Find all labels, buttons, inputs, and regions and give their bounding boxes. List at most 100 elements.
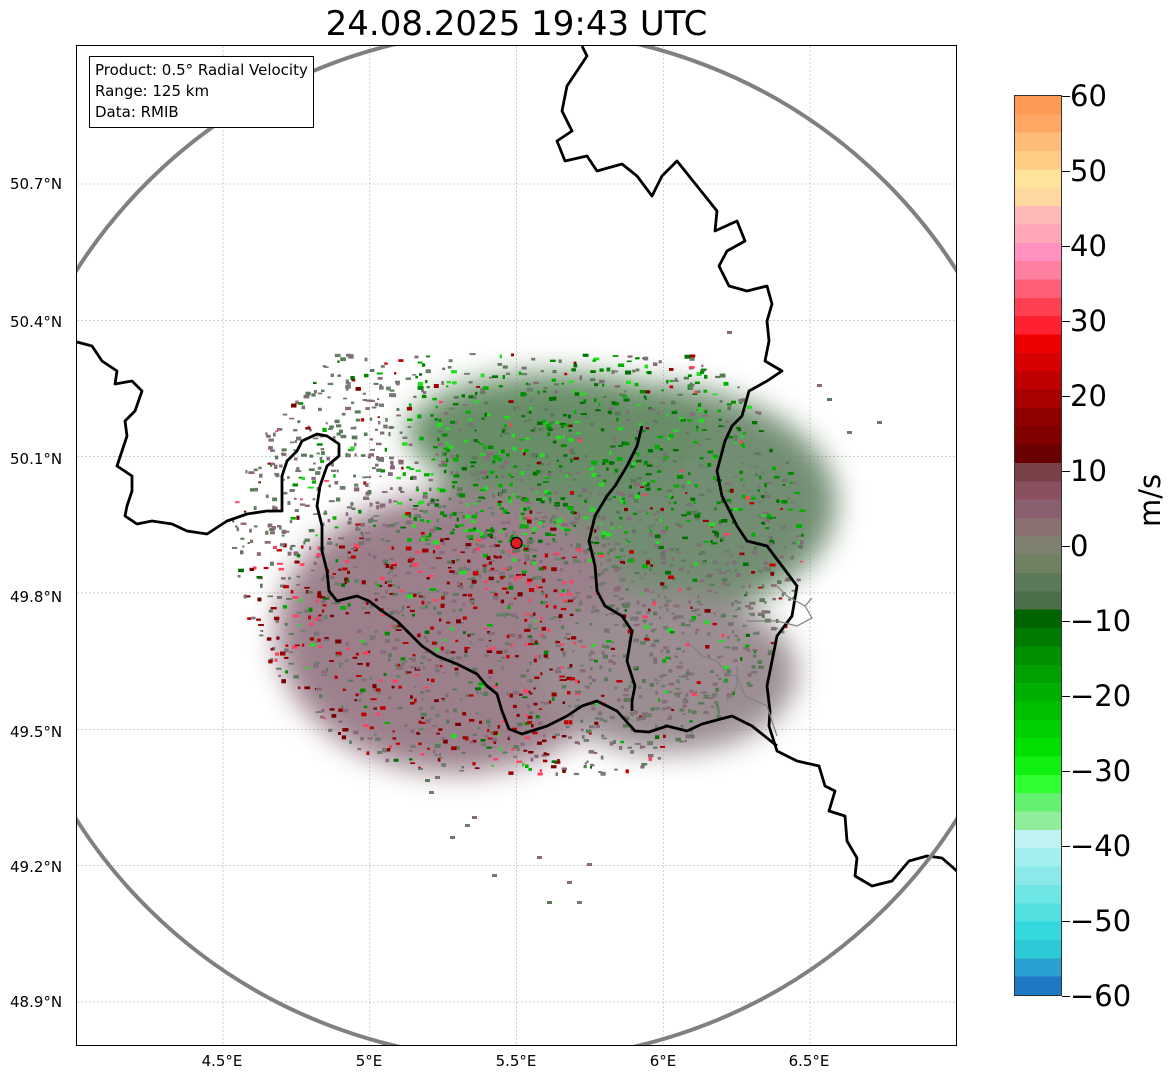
echo-cell bbox=[283, 585, 289, 589]
echo-cell bbox=[689, 366, 695, 369]
echo-cell bbox=[520, 516, 523, 521]
echo-cell bbox=[376, 712, 380, 717]
echo-cell bbox=[558, 464, 563, 468]
echo-cell bbox=[524, 613, 530, 616]
echo-cell bbox=[524, 722, 530, 726]
echo-cell bbox=[487, 445, 494, 449]
echo-cell bbox=[303, 540, 306, 545]
echo-cell bbox=[274, 658, 278, 662]
echo-cell bbox=[270, 464, 273, 467]
echo-cell bbox=[644, 638, 650, 641]
echo-cell bbox=[648, 608, 651, 613]
echo-cell bbox=[688, 689, 694, 693]
echo-cell bbox=[263, 567, 269, 570]
echo-cell bbox=[601, 531, 607, 535]
echo-cell bbox=[602, 396, 606, 398]
echo-cell bbox=[452, 381, 457, 385]
echo-cell bbox=[752, 465, 759, 468]
echo-cell bbox=[442, 591, 449, 596]
echo-cell bbox=[338, 429, 343, 434]
echo-cell bbox=[298, 598, 303, 602]
echo-cell bbox=[390, 566, 394, 570]
echo-cell bbox=[419, 606, 425, 610]
echo-cell bbox=[369, 604, 373, 609]
echo-cell bbox=[542, 566, 547, 570]
echo-cell bbox=[666, 379, 669, 384]
echo-cell bbox=[528, 635, 533, 638]
echo-cell bbox=[562, 653, 566, 657]
echo-cell bbox=[365, 483, 369, 487]
echo-cell bbox=[465, 514, 470, 519]
echo-cell bbox=[461, 394, 465, 398]
echo-cell bbox=[367, 553, 371, 556]
echo-cell bbox=[532, 643, 539, 645]
echo-cell bbox=[661, 684, 666, 688]
echo-cell bbox=[489, 452, 495, 456]
echo-cell bbox=[500, 576, 504, 580]
echo-cell bbox=[705, 575, 712, 578]
echo-cell bbox=[360, 541, 365, 546]
echo-cell bbox=[443, 739, 448, 744]
echo-cell bbox=[715, 375, 721, 379]
echo-cell bbox=[676, 695, 681, 698]
echo-cell bbox=[365, 407, 370, 410]
echo-cell bbox=[602, 462, 606, 465]
echo-cell bbox=[426, 512, 429, 515]
echo-cell bbox=[328, 484, 331, 488]
echo-cell bbox=[475, 712, 479, 715]
echo-cell bbox=[432, 549, 436, 554]
echo-cell bbox=[781, 525, 787, 530]
echo-cell bbox=[765, 567, 771, 572]
echo-cell bbox=[433, 606, 437, 610]
echo-cell bbox=[483, 535, 490, 538]
echo-cell bbox=[267, 462, 272, 465]
echo-cell bbox=[446, 449, 450, 452]
echo-cell bbox=[714, 701, 719, 705]
echo-cell bbox=[362, 476, 367, 479]
echo-cell bbox=[490, 528, 495, 533]
radar-map[interactable] bbox=[76, 45, 957, 1046]
echo-cell bbox=[681, 631, 685, 635]
echo-cell bbox=[561, 424, 564, 429]
echo-cell bbox=[318, 614, 322, 617]
echo-cell bbox=[590, 763, 594, 766]
echo-cell bbox=[494, 569, 499, 572]
echo-cell bbox=[465, 824, 470, 827]
echo-cell bbox=[599, 717, 604, 721]
echo-cell bbox=[671, 411, 676, 414]
echo-cell bbox=[434, 669, 440, 673]
echo-cell bbox=[429, 588, 436, 591]
echo-cell bbox=[748, 584, 751, 588]
echo-cell bbox=[696, 425, 699, 429]
echo-cell bbox=[445, 385, 449, 388]
colorbar-tick bbox=[1062, 546, 1070, 547]
echo-cell bbox=[385, 417, 388, 422]
lat-label: 50.7°N bbox=[10, 175, 63, 193]
echo-cell bbox=[554, 491, 558, 495]
echo-cell bbox=[478, 496, 484, 499]
echo-cell bbox=[753, 452, 760, 455]
echo-cell bbox=[731, 520, 735, 524]
echo-cell bbox=[266, 434, 271, 438]
echo-cell bbox=[604, 645, 610, 649]
echo-cell bbox=[716, 707, 720, 712]
echo-cell bbox=[544, 489, 549, 494]
echo-cell bbox=[349, 740, 352, 744]
echo-cell bbox=[579, 599, 582, 603]
echo-cell bbox=[598, 403, 601, 407]
echo-cell bbox=[360, 454, 366, 457]
colorbar-tick bbox=[1062, 921, 1070, 922]
echo-cell bbox=[400, 526, 407, 529]
echo-cell bbox=[575, 546, 582, 551]
echo-cell bbox=[374, 463, 379, 467]
echo-cell bbox=[670, 495, 674, 499]
echo-cell bbox=[726, 693, 733, 698]
echo-cell bbox=[337, 374, 341, 377]
echo-cell bbox=[384, 631, 390, 636]
echo-cell bbox=[450, 470, 454, 475]
echo-cell bbox=[508, 574, 514, 577]
echo-cell bbox=[696, 390, 701, 393]
echo-cell bbox=[631, 529, 636, 534]
echo-cell bbox=[590, 370, 596, 374]
echo-cell bbox=[529, 407, 533, 410]
